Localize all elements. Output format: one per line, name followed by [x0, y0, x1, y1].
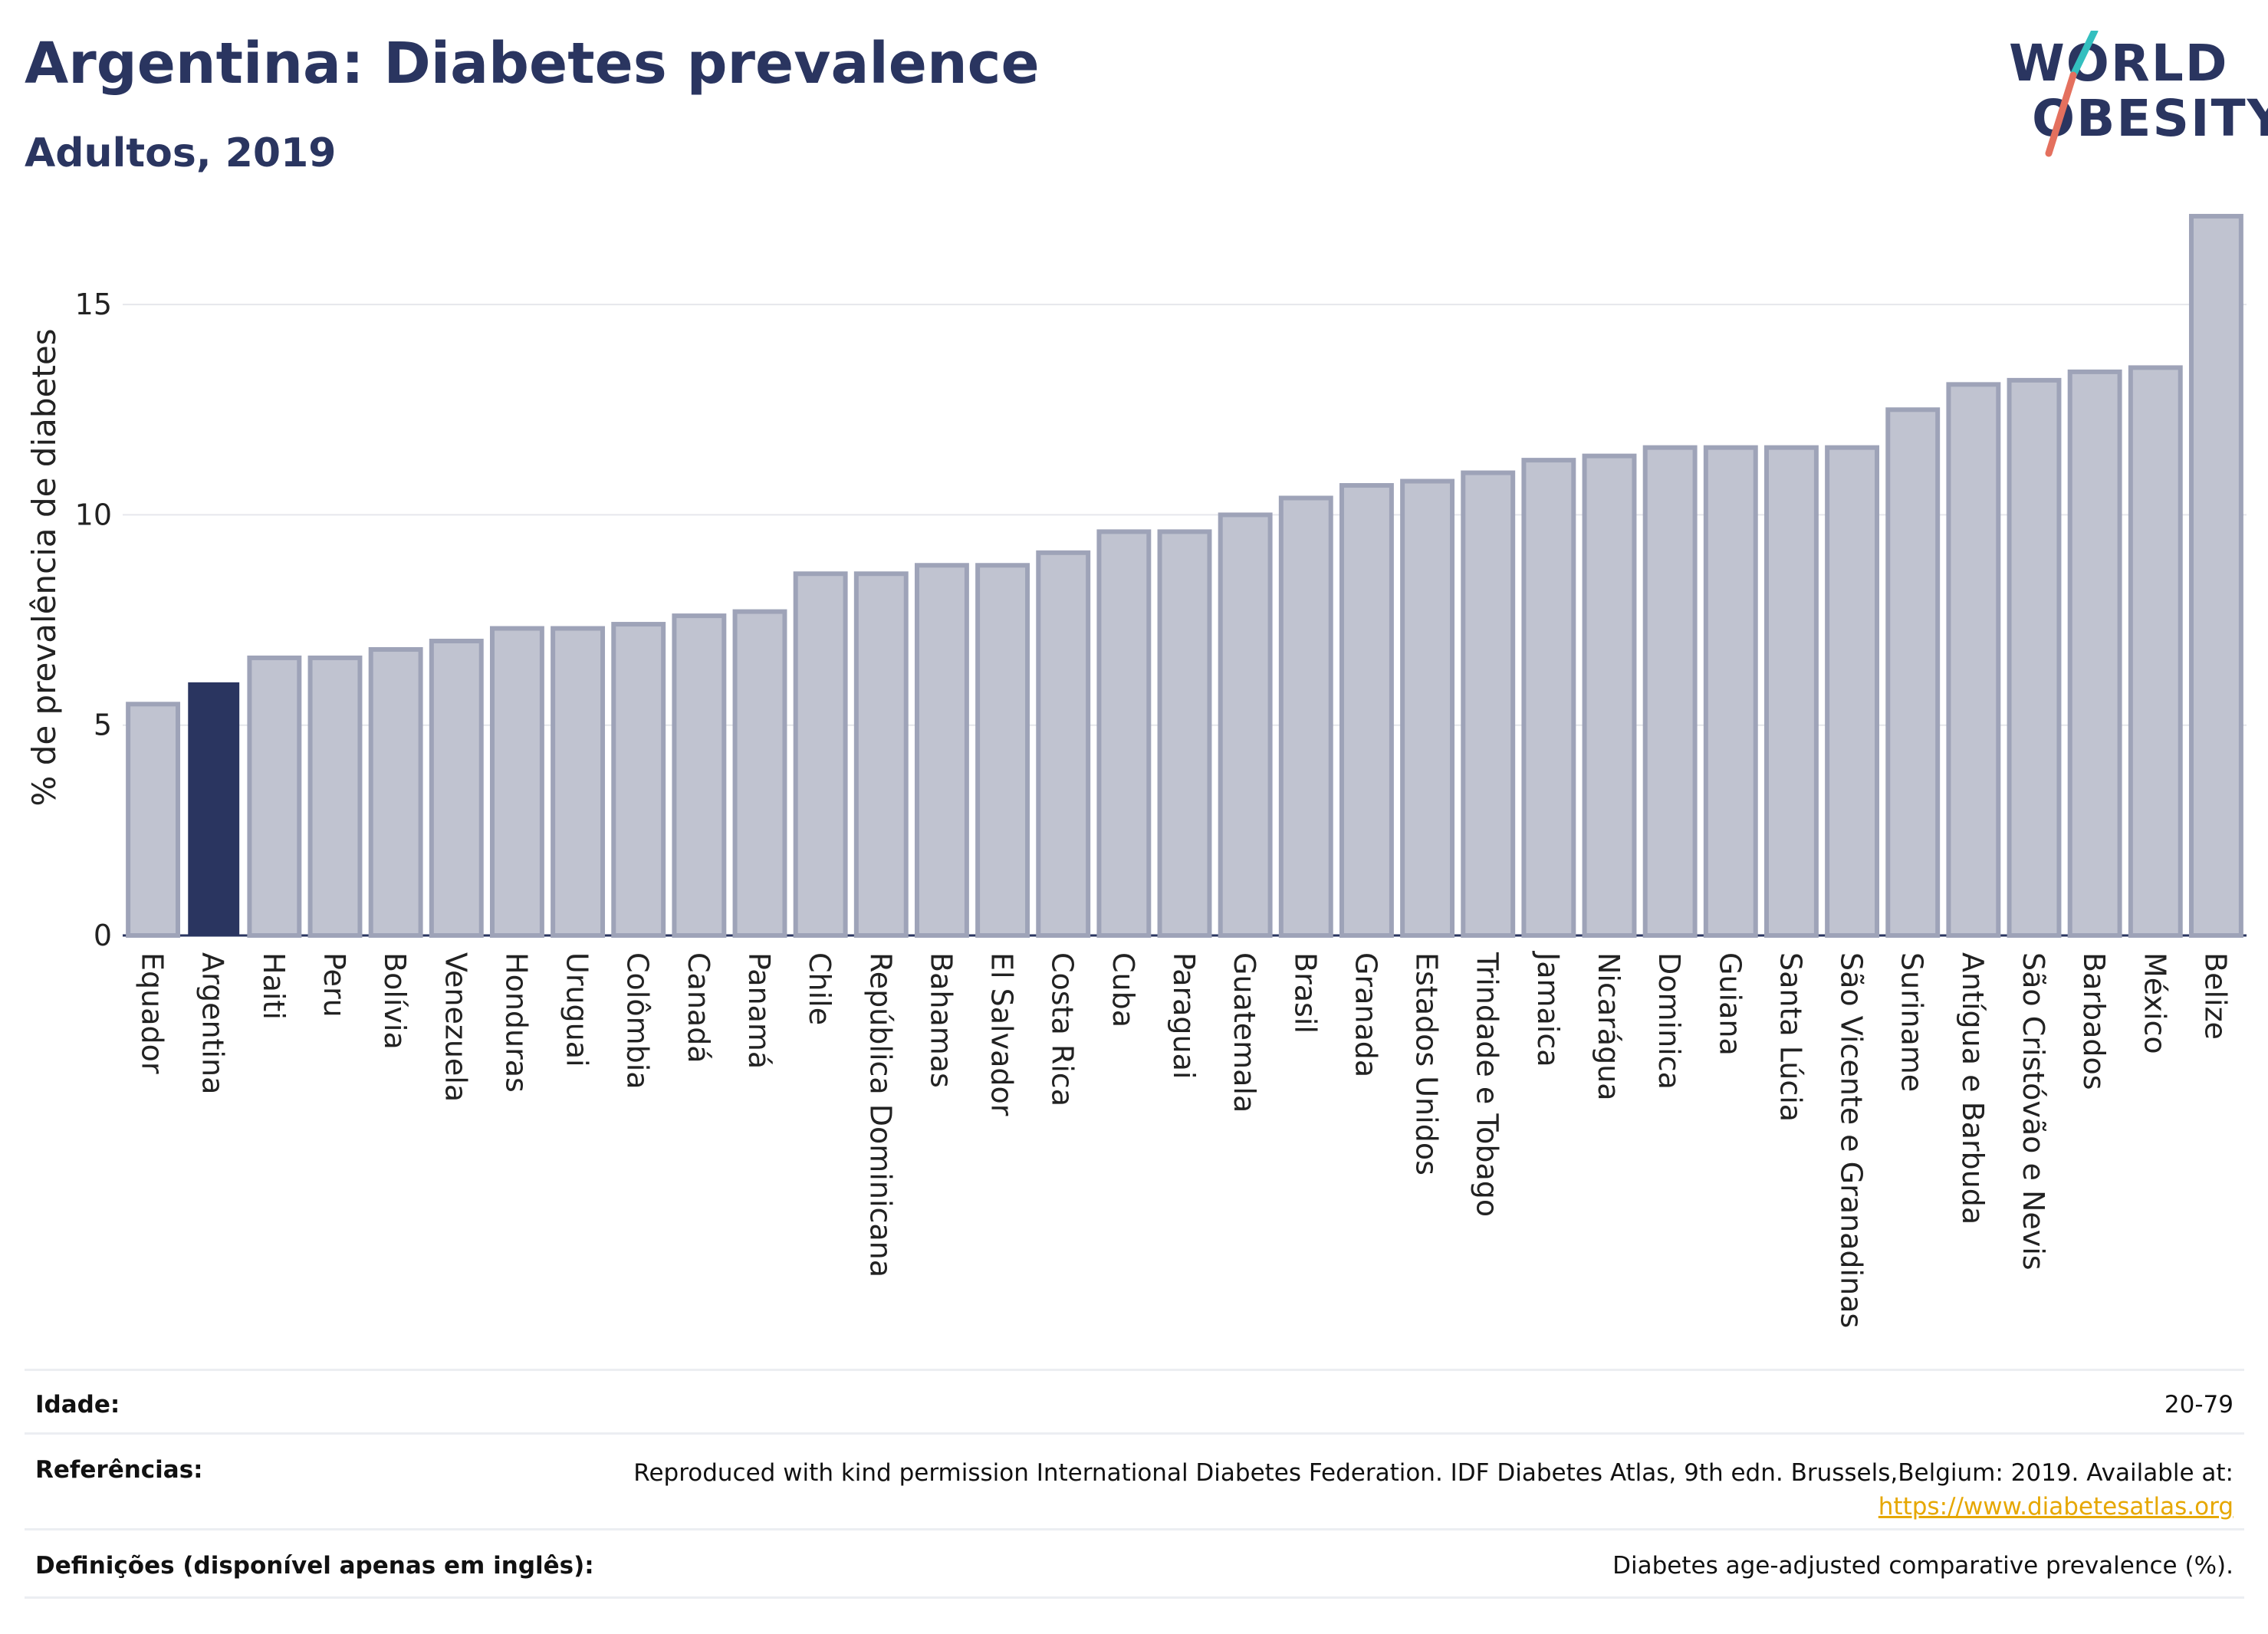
bar-guatemala — [1218, 512, 1273, 938]
references-value: Reproduced with kind permission Internat… — [633, 1456, 2233, 1524]
x-tick-label: Suriname — [1895, 952, 1929, 1092]
x-tick-label: El Salvador — [985, 952, 1019, 1116]
bar-m-xico — [2128, 365, 2183, 938]
x-tick-label: Argentina — [196, 952, 230, 1094]
x-tick-label: Guatemala — [1228, 952, 1261, 1113]
x-tick-label: Costa Rica — [1046, 952, 1080, 1106]
bar-guiana — [1703, 445, 1758, 938]
x-tick-label: Trindade e Tobago — [1471, 952, 1504, 1217]
x-tick-label: Brasil — [1288, 952, 1322, 1034]
x-tick-label: Panamá — [742, 952, 776, 1069]
x-tick-label: São Cristóvão e Nevis — [2017, 952, 2050, 1271]
bar-suriname — [1885, 407, 1941, 938]
bar-chile — [793, 571, 848, 938]
world-obesity-logo: WORLD OBESITY — [2009, 31, 2268, 161]
bar-s-o-crist-v-o-e-nevis — [2007, 377, 2062, 938]
bar-ant-gua-e-barbuda — [1946, 382, 2001, 939]
y-tick-label: 10 — [75, 498, 112, 531]
bar-costa-rica — [1036, 550, 1091, 938]
x-tick-label: Jamaica — [1531, 951, 1565, 1067]
x-tick-label: Cuba — [1106, 952, 1140, 1027]
definitions-label: Definições (disponível apenas em inglês)… — [35, 1552, 594, 1580]
bar-bahamas — [914, 563, 969, 938]
definitions-value: Diabetes age-adjusted comparative preval… — [1612, 1552, 2233, 1580]
x-tick-label: México — [2138, 952, 2171, 1054]
x-tick-label: Chile — [803, 952, 837, 1025]
references-text: Reproduced with kind permission Internat… — [633, 1459, 2233, 1487]
bar-santa-l-cia — [1763, 445, 1819, 938]
bar-jamaica — [1521, 458, 1576, 939]
x-tick-label: Granada — [1349, 952, 1382, 1077]
x-tick-label: Bolívia — [378, 952, 412, 1050]
chart-subtitle: Adultos, 2019 — [25, 130, 337, 176]
row-age: Idade: 20-79 — [25, 1369, 2244, 1432]
bar-canad- — [672, 613, 727, 938]
logo-slash-icon — [2045, 31, 2099, 157]
y-tick-label: 5 — [94, 709, 112, 742]
bar-s-o-vicente-e-granadinas — [1825, 445, 1880, 938]
x-tick-label: Uruguai — [560, 952, 594, 1067]
bar-peru — [307, 655, 363, 938]
age-value: 20-79 — [2164, 1391, 2233, 1419]
x-tick-label: Haiti — [257, 952, 291, 1020]
x-tick-label: Antígua e Barbuda — [1956, 952, 1990, 1225]
x-tick-label: Guiana — [1713, 952, 1747, 1056]
logo-line-2: OBESITY — [2032, 89, 2268, 148]
references-label: Referências: — [35, 1456, 203, 1484]
bar-honduras — [489, 626, 544, 938]
age-label: Idade: — [35, 1391, 120, 1419]
x-tick-label: Belize — [2198, 952, 2232, 1040]
bar-uruguai — [551, 626, 606, 938]
x-axis-labels: Equador Argentina Haiti Peru Bolívia Venezuel… — [136, 951, 2233, 1328]
x-tick-label: Venezuela — [439, 952, 472, 1102]
bar-granada — [1339, 483, 1394, 938]
bar-bol-via — [368, 646, 423, 938]
x-tick-label: Colômbia — [621, 952, 655, 1090]
bar-chart: 0 5 10 15 Equador Argentina Haiti Peru Bolívia V… — [25, 213, 2247, 1328]
bar-barbados — [2067, 369, 2122, 938]
bar-col-mbia — [611, 622, 666, 938]
bars — [126, 213, 2243, 939]
bar-dominica — [1642, 445, 1698, 938]
bar-brasil — [1278, 495, 1333, 938]
y-tick-label: 15 — [75, 288, 112, 321]
bar-nicar-gua — [1582, 453, 1637, 938]
y-axis-ticks: 0 5 10 15 — [75, 288, 112, 952]
x-tick-label: Barbados — [2077, 952, 2111, 1090]
references-link[interactable]: https://www.diabetesatlas.org — [1878, 1493, 2233, 1521]
x-tick-label: Canadá — [682, 952, 715, 1064]
bar-paraguai — [1157, 529, 1212, 939]
x-tick-label: Nicarágua — [1592, 952, 1625, 1101]
bar-panam- — [732, 609, 787, 938]
x-tick-label: Santa Lúcia — [1773, 952, 1807, 1122]
logo-line-1: WORLD — [2009, 34, 2229, 93]
bar-venezuela — [429, 639, 484, 938]
x-tick-label: Dominica — [1652, 952, 1686, 1090]
x-tick-label: Estados Unidos — [1410, 952, 1444, 1175]
row-references: Referências: Reproduced with kind permis… — [25, 1432, 2244, 1528]
y-tick-label: 0 — [94, 919, 112, 952]
y-axis-title: % de prevalência de diabetes — [25, 328, 63, 806]
bar-belize — [2188, 213, 2243, 938]
bar-trindade-e-tobago — [1461, 470, 1516, 939]
table-bottom-border — [25, 1596, 2244, 1599]
x-tick-label: Equador — [136, 952, 169, 1074]
bar-estados-unidos — [1400, 478, 1455, 938]
chart-title: Argentina: Diabetes prevalence — [25, 31, 1040, 97]
bar-cuba — [1096, 529, 1152, 939]
bar-equador — [126, 702, 181, 938]
x-tick-label: São Vicente e Granadinas — [1835, 952, 1869, 1328]
x-tick-label: Paraguai — [1167, 952, 1201, 1079]
x-tick-label: Peru — [317, 952, 351, 1018]
row-definitions: Definições (disponível apenas em inglês)… — [25, 1528, 2244, 1596]
x-tick-label: República Dominicana — [863, 952, 897, 1277]
bar-haiti — [247, 655, 302, 938]
bar-rep-blica-dominicana — [853, 571, 909, 938]
x-tick-label: Bahamas — [924, 952, 958, 1088]
bar-el-salvador — [975, 563, 1030, 938]
bar-argentina — [188, 682, 240, 936]
x-tick-label: Honduras — [499, 952, 533, 1093]
